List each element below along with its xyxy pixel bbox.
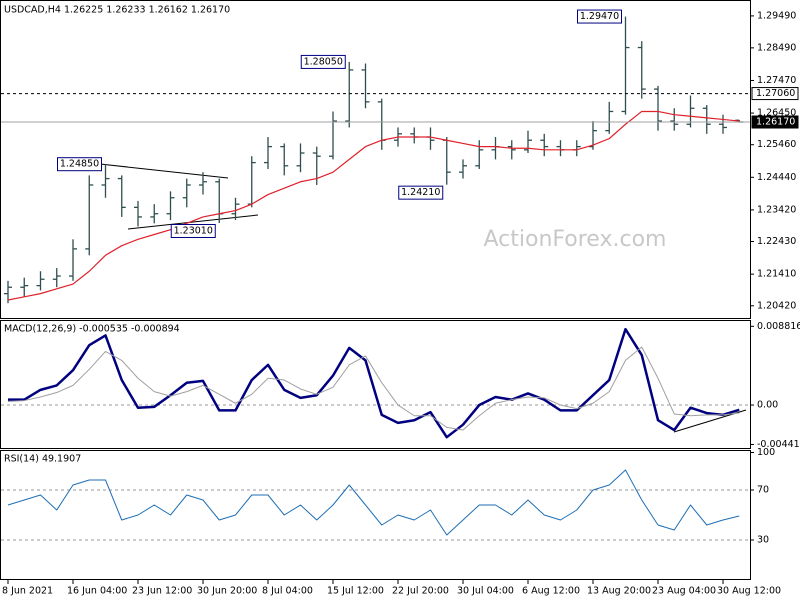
y-tick-label: 1.28490 xyxy=(757,42,796,53)
series-line xyxy=(7,346,740,431)
y-tick-label: 1.26450 xyxy=(757,108,796,119)
price-box xyxy=(751,115,799,129)
y-tick-label: 1.21410 xyxy=(757,269,796,280)
trendline xyxy=(127,214,259,230)
annotation-box xyxy=(170,224,216,238)
x-tick-label: 8 Jul 04:00 xyxy=(262,586,313,597)
x-tick-label: 23 Jun 12:00 xyxy=(132,586,192,597)
y-tick-label: 1.27470 xyxy=(757,75,796,86)
series-line xyxy=(7,110,740,301)
annotation-box xyxy=(300,54,346,69)
x-tick-label: 30 Jul 04:00 xyxy=(457,586,514,597)
price-label: 1.27060 xyxy=(756,88,795,99)
trendline xyxy=(99,163,229,179)
annotation-box xyxy=(57,157,102,172)
macd-panel xyxy=(0,320,751,449)
annotation-label: 1.24850 xyxy=(60,159,99,170)
y-tick-label: 1.22430 xyxy=(757,236,796,247)
series-line xyxy=(7,469,740,536)
y-tick-label: 30 xyxy=(757,535,769,546)
x-tick-label: 15 Jul 12:00 xyxy=(327,586,384,597)
y-tick-label: 1.20420 xyxy=(757,300,796,311)
x-tick-label: 23 Aug 04:00 xyxy=(652,586,716,597)
x-tick-label: 30 Jun 20:00 xyxy=(197,586,257,597)
x-tick-label: 22 Jul 20:00 xyxy=(392,586,449,597)
rsi-panel xyxy=(0,450,751,580)
y-tick-label: 0.008816 xyxy=(757,321,800,332)
y-tick-label: 0.00 xyxy=(757,400,778,411)
annotation-box xyxy=(577,9,622,24)
y-tick-label: 70 xyxy=(757,485,769,496)
x-tick-label: 13 Aug 20:00 xyxy=(587,586,651,597)
annotation-label: 1.24210 xyxy=(401,187,440,198)
y-tick-label: 1.23420 xyxy=(757,204,796,215)
main-panel xyxy=(0,0,751,319)
annotation-label: 1.23010 xyxy=(174,226,213,237)
y-tick-label: 1.29490 xyxy=(757,10,796,21)
y-tick-label: 1.24440 xyxy=(757,172,796,183)
price-box xyxy=(751,87,799,101)
macd-title: MACD(12,26,9) -0.000535 -0.000894 xyxy=(4,324,180,335)
series-line xyxy=(8,327,740,439)
y-tick-label: 100 xyxy=(757,447,775,458)
x-tick-label: 8 Jun 2021 xyxy=(2,586,53,597)
annotation-label: 1.29470 xyxy=(580,11,619,22)
y-tick-label: 1.25460 xyxy=(757,139,796,150)
annotation-label: 1.28050 xyxy=(304,56,343,67)
x-tick-label: 16 Jun 04:00 xyxy=(67,586,127,597)
y-tick-label: -0.004416 xyxy=(757,439,800,450)
price-label: 1.26170 xyxy=(756,117,795,128)
annotation-box xyxy=(398,185,444,200)
x-tick-label: 30 Aug 12:00 xyxy=(717,586,781,597)
rsi-title: RSI(14) 49.1907 xyxy=(4,454,81,465)
x-tick-label: 6 Aug 12:00 xyxy=(522,586,580,597)
main-title: USDCAD,H4 1.26225 1.26233 1.26162 1.2617… xyxy=(4,5,230,16)
watermark: ActionForex.com xyxy=(484,227,667,252)
